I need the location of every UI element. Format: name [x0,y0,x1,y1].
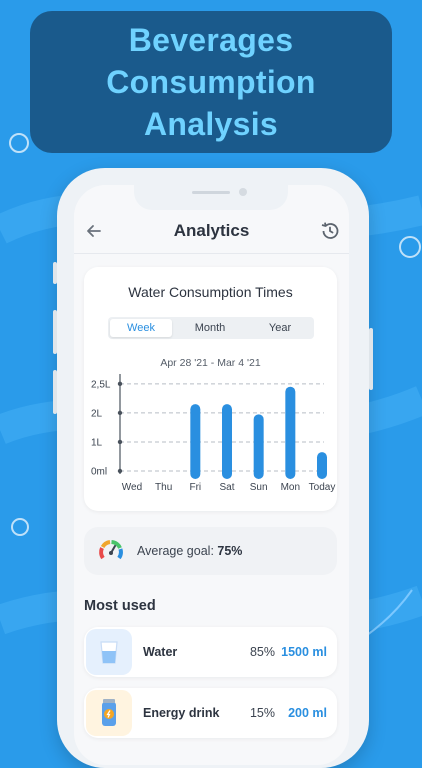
most-used-title: Most used [84,598,156,614]
average-goal-card: Average goal: 75% [84,527,337,575]
speaker [192,191,230,194]
x-tick-label: Sun [250,482,268,492]
y-tick-label: 2,5L [91,379,111,390]
gauge-icon [99,540,123,560]
water-chart-card: Water Consumption Times Week Month Year … [84,267,337,511]
chart-bar [190,404,201,479]
x-tick-label: Wed [122,482,142,492]
item-name: Water [143,645,178,659]
item-name: Energy drink [143,706,220,720]
energy-drink-icon [86,690,132,736]
history-icon[interactable] [319,220,341,242]
camera [239,188,247,196]
y-tick-label: 0ml [91,467,107,478]
y-tick-label: 2L [91,408,103,419]
chart-bar [222,404,232,479]
item-amount: 200 ml [288,706,327,720]
decor-ring [9,133,29,153]
phone-side-button [53,370,57,414]
banner-line: Consumption [106,64,316,100]
decor-ring [11,518,29,536]
phone-side-button [53,310,57,354]
x-tick-label: Mon [281,482,300,492]
x-tick-label: Today [309,482,336,492]
app-screen: Analytics Water Consumption Times Week M… [74,185,349,765]
average-goal-value: 75% [217,544,243,558]
page-title: Analytics [173,221,250,240]
promo-banner: Beverages Consumption Analysis [30,11,392,153]
item-percent: 15% [249,706,275,720]
y-tick-label: 1L [91,437,103,448]
list-item-energy-drink[interactable]: Energy drink 15% 200 ml [84,688,337,738]
banner-line: Beverages [128,22,294,58]
chart-bar [317,452,327,479]
phone-side-button [53,262,57,284]
water-glass-icon [86,629,132,675]
x-tick-label: Fri [189,482,201,492]
tab-year[interactable]: Year [268,322,292,334]
phone-side-button [369,328,373,390]
item-percent: 85% [249,645,275,659]
phone-notch [134,182,288,210]
item-amount: 1500 ml [281,645,327,659]
chart-bar [285,386,296,479]
back-arrow-icon[interactable] [84,221,104,241]
chart-title: Water Consumption Times [128,284,293,300]
decor-ring [399,236,421,258]
banner-line: Analysis [143,106,279,142]
x-tick-label: Sat [219,482,234,492]
tab-week[interactable]: Week [110,319,172,337]
period-selector: Week Month Year [108,317,314,339]
list-item-water[interactable]: Water 85% 1500 ml [84,627,337,677]
average-goal-label: Average goal: [137,544,218,558]
date-range: Apr 28 '21 - Mar 4 '21 [160,357,261,369]
average-goal-text: Average goal: 75% [137,544,242,558]
tab-month[interactable]: Month [194,322,226,334]
water-bar-chart: 0ml 1L 2L 2,5L Wed Thu Fri Sat Sun Mon Today [91,374,336,492]
x-tick-label: Thu [155,482,172,492]
chart-bar [253,414,264,479]
app-header: Analytics [74,185,349,254]
